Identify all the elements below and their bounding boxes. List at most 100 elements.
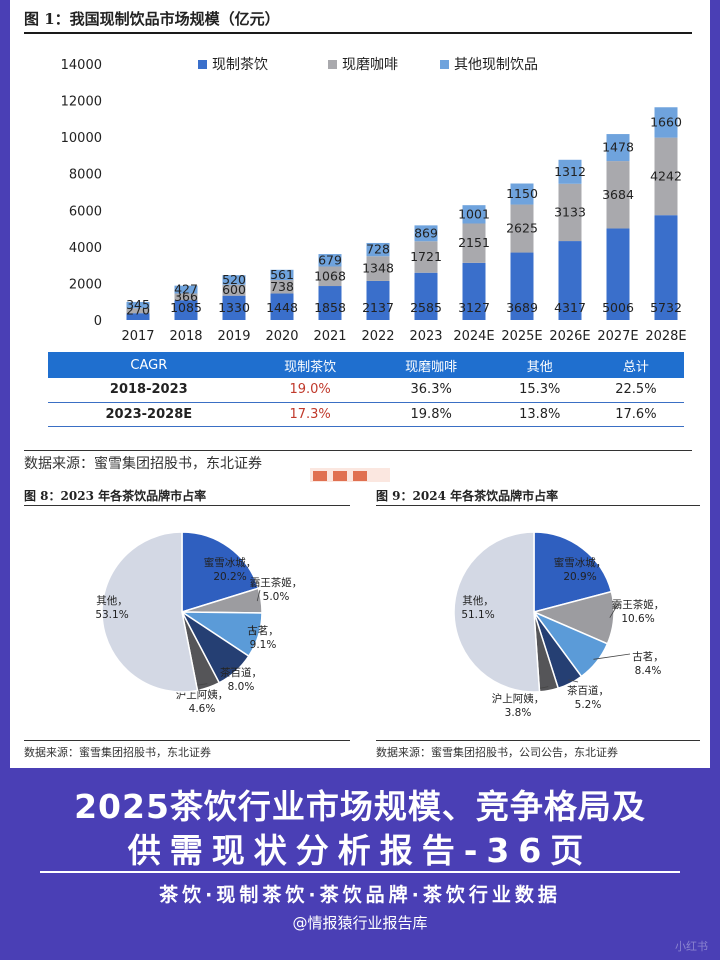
y-tick-label: 6000: [69, 204, 102, 219]
x-tick-label: 2017: [121, 329, 154, 344]
pie-label-name: 茶百道，: [567, 684, 609, 697]
bar-segment-现制茶饮: [126, 313, 150, 320]
x-tick-label: 2020: [265, 329, 298, 344]
pie-label-value: 9.1%: [250, 639, 277, 651]
x-tick-label: 2026E: [549, 329, 590, 344]
pie-label-name: 古茗，: [632, 650, 664, 663]
pie-label-name: 蜜雪冰城，: [204, 556, 257, 569]
fig9-top-rule: [376, 505, 700, 506]
pie-slice-其他: [453, 531, 541, 693]
x-tick-label: 2022: [361, 329, 394, 344]
pie-leader-line: [256, 589, 261, 602]
legend-swatch: [328, 60, 337, 69]
pie-label-value: 10.6%: [621, 613, 654, 625]
pie-chart-2024: 蜜雪冰城， 20.9% 霸王茶姬， 10.6% 古茗， 8.4% 茶百道， 5.2% 沪上阿姨，…: [453, 531, 665, 719]
banner-headline-line2: 供需现状分析报告-36页: [127, 831, 593, 870]
cagr-period: 2018-2023: [48, 378, 250, 403]
bar-segment-现制茶饮: [510, 252, 534, 320]
bar-segment-其他现制饮品: [318, 254, 342, 267]
bar-value-label: 1150: [506, 186, 538, 201]
pie-slice-蜜雪冰城: [181, 531, 260, 614]
bar-segment-现制茶饮: [222, 295, 246, 320]
x-tick-label: 2021: [313, 329, 346, 344]
legend-label: 现磨咖啡: [342, 57, 398, 73]
bar-value-label: 869: [414, 225, 438, 240]
bar-value-label: 2585: [410, 300, 442, 315]
bar-segment-现制茶饮: [318, 286, 342, 320]
pie-label-value: 3.8%: [505, 707, 532, 719]
pie-label-name: 茶百道，: [220, 666, 262, 679]
decorative-strip: [310, 468, 390, 482]
x-tick-label: 2027E: [597, 329, 638, 344]
bar-value-label: 1721: [410, 249, 442, 264]
bar-segment-其他现制饮品: [462, 205, 486, 224]
bar-segment-现磨咖啡: [126, 308, 150, 314]
bar-value-label: 1478: [602, 140, 634, 155]
fig9-source: 数据来源：蜜雪集团招股书，公司公告，东北证券: [376, 746, 618, 759]
bar-value-label: 2137: [362, 300, 394, 315]
bar-value-label: 1330: [218, 300, 250, 315]
pie-slice-其他: [101, 531, 199, 693]
bar-value-label: 3684: [602, 187, 634, 202]
fig1-title: 图 1：我国现制饮品市场规模（亿元）: [24, 10, 280, 28]
cagr-col-other: 其他: [491, 352, 588, 378]
y-tick-label: 0: [94, 314, 102, 329]
legend-label: 现制茶饮: [212, 57, 268, 73]
pie-label-value: 8.0%: [228, 681, 255, 693]
bar-value-label: 1312: [554, 164, 586, 179]
pie-label-value: 20.2%: [213, 571, 246, 583]
bar-segment-其他现制饮品: [366, 242, 390, 257]
y-tick-label: 14000: [61, 58, 102, 73]
bar-segment-现制茶饮: [414, 272, 438, 320]
banner-divider: [40, 871, 680, 873]
bar-value-label: 1348: [362, 261, 394, 276]
table-row: 2018-2023 19.0% 36.3% 15.3% 22.5%: [48, 378, 684, 403]
bar-segment-现磨咖啡: [462, 223, 486, 263]
bar-segment-现磨咖啡: [318, 266, 342, 287]
cagr-col-coffee: 现磨咖啡: [370, 352, 492, 378]
watermark: 小红书: [675, 940, 708, 953]
fig8-bottom-rule: [24, 740, 350, 741]
bar-value-label: 1858: [314, 300, 346, 315]
bar-segment-其他现制饮品: [270, 269, 294, 281]
pie-leader-line: [593, 653, 631, 660]
bar-value-label: 3689: [506, 300, 538, 315]
cagr-cell: 17.3%: [249, 402, 371, 427]
bar-value-label: 1660: [650, 114, 682, 129]
fig1-top-rule: [24, 32, 692, 34]
bar-segment-其他现制饮品: [222, 275, 246, 285]
pie-label-value: 51.1%: [461, 609, 494, 621]
pie-label-name: 蜜雪冰城，: [554, 556, 607, 569]
pie-label-value: 5.0%: [263, 591, 290, 603]
legend-swatch: [440, 60, 449, 69]
bar-value-label: 5006: [602, 300, 634, 315]
cagr-cell: 17.6%: [587, 402, 684, 427]
fig9-title: 图 9：2024 年各茶饮品牌市占率: [376, 489, 559, 503]
fig8-source: 数据来源：蜜雪集团招股书，东北证券: [24, 746, 211, 759]
bar-segment-现制茶饮: [366, 280, 390, 320]
pie-label-value: 8.4%: [635, 665, 662, 677]
pie-slice-蜜雪冰城: [533, 531, 613, 613]
fig1-source: 数据来源：蜜雪集团招股书，东北证券: [24, 456, 262, 472]
pie-label-name: 霸王茶姬，: [612, 598, 665, 611]
legend-swatch: [198, 60, 207, 69]
cagr-period: 2023-2028E: [48, 402, 250, 427]
fig8-title: 图 8：2023 年各茶饮品牌市占率: [24, 489, 207, 503]
legend-label: 其他现制饮品: [454, 57, 538, 73]
bar-segment-其他现制饮品: [414, 225, 438, 242]
cagr-cell: 19.0%: [249, 378, 371, 403]
bar-value-label: 679: [318, 252, 342, 267]
bar-value-label: 3127: [458, 300, 490, 315]
pie-leader-line: [251, 625, 256, 635]
x-tick-label: 2018: [169, 329, 202, 344]
cagr-table: CAGR 现制茶饮 现磨咖啡 其他 总计 2018-2023 19.0% 36.…: [48, 352, 684, 427]
bar-value-label: 1448: [266, 300, 298, 315]
x-tick-label: 2028E: [645, 329, 686, 344]
bar-segment-现制茶饮: [462, 262, 486, 320]
bar-segment-现磨咖啡: [366, 256, 390, 281]
cagr-header-row: CAGR 现制茶饮 现磨咖啡 其他 总计: [48, 352, 684, 378]
cagr-cell: 19.8%: [370, 402, 492, 427]
bar-value-label: 2625: [506, 221, 538, 236]
banner-headline-line1: 2025茶饮行业市场规模、竞争格局及: [74, 787, 646, 826]
bar-segment-现磨咖啡: [414, 241, 438, 273]
